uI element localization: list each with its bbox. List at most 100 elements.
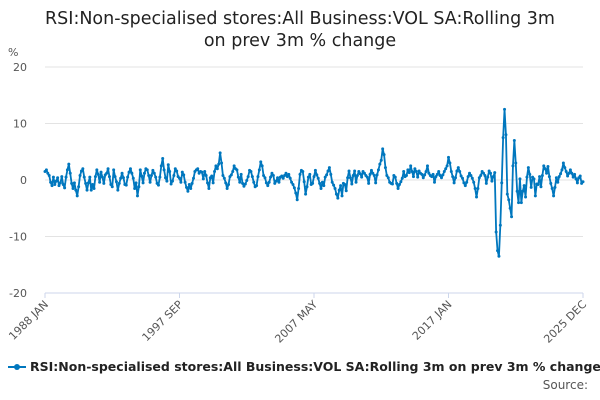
data-point <box>281 176 285 180</box>
data-point <box>570 171 574 175</box>
data-point <box>267 180 271 184</box>
data-point <box>399 180 403 184</box>
data-point <box>514 161 518 165</box>
data-point <box>493 171 497 175</box>
data-point <box>425 164 429 168</box>
data-point <box>462 181 466 185</box>
data-point <box>166 163 170 167</box>
data-point <box>510 215 514 219</box>
data-point <box>536 183 540 187</box>
data-point <box>46 171 50 175</box>
data-point <box>350 182 354 186</box>
data-point <box>245 179 249 183</box>
data-point <box>547 175 551 179</box>
y-tick-label: -20 <box>9 287 27 300</box>
legend[interactable]: RSI:Non-specialised stores:All Business:… <box>8 359 600 374</box>
data-point <box>196 167 200 171</box>
data-point <box>501 136 505 140</box>
data-point <box>61 183 65 187</box>
data-point <box>409 164 413 168</box>
data-point <box>182 173 186 177</box>
data-point <box>67 162 71 166</box>
data-point <box>255 184 259 188</box>
data-point <box>50 184 54 188</box>
data-point <box>232 164 236 168</box>
data-point <box>49 180 53 184</box>
chart-title-line1: RSI:Non-specialised stores:All Business:… <box>45 9 555 29</box>
data-point <box>470 176 474 180</box>
data-point <box>393 175 397 179</box>
data-point <box>201 177 205 181</box>
data-point <box>333 186 337 190</box>
data-point <box>306 175 310 179</box>
data-point <box>141 181 145 185</box>
data-point <box>553 185 557 189</box>
data-point <box>189 186 193 190</box>
data-point <box>539 185 543 189</box>
data-point <box>538 175 542 179</box>
data-point <box>549 181 553 185</box>
data-point <box>447 155 450 159</box>
data-point <box>316 176 320 180</box>
data-point <box>304 192 308 196</box>
data-point <box>112 168 116 172</box>
data-point <box>344 189 348 193</box>
data-point <box>107 175 111 179</box>
data-point <box>93 175 97 179</box>
data-point <box>365 175 369 179</box>
data-point <box>252 180 256 184</box>
data-point <box>126 175 130 179</box>
data-point <box>165 179 169 183</box>
data-point <box>463 184 467 188</box>
data-point <box>225 186 229 190</box>
y-tick-label: 0 <box>20 174 27 187</box>
data-point <box>441 173 445 177</box>
data-point <box>98 180 102 184</box>
data-point <box>566 174 570 178</box>
data-point <box>58 181 62 185</box>
data-point <box>417 169 421 173</box>
data-point <box>434 175 438 179</box>
data-point <box>95 168 99 172</box>
data-point <box>231 170 235 174</box>
data-point <box>439 176 443 180</box>
data-point <box>354 180 358 184</box>
data-point <box>469 173 473 177</box>
data-point <box>521 189 525 193</box>
data-point <box>543 167 547 171</box>
data-point <box>54 179 58 183</box>
data-point <box>507 198 511 202</box>
data-point <box>64 175 68 179</box>
data-point <box>47 173 51 177</box>
data-point <box>504 133 508 137</box>
data-point <box>74 188 78 192</box>
data-point <box>368 172 372 176</box>
data-point <box>270 171 274 175</box>
data-point <box>455 169 459 173</box>
data-point <box>119 176 123 180</box>
data-point <box>496 249 500 253</box>
data-point <box>82 175 86 179</box>
data-point <box>77 185 81 189</box>
data-point <box>413 167 417 171</box>
data-point <box>172 173 176 177</box>
data-point <box>121 176 125 180</box>
data-point <box>138 168 142 172</box>
data-point <box>568 168 572 172</box>
data-point <box>292 186 296 190</box>
data-point <box>347 169 351 173</box>
data-point <box>99 170 103 174</box>
data-point <box>285 175 289 179</box>
data-point <box>468 171 472 175</box>
data-point <box>533 194 537 198</box>
data-point <box>211 181 215 185</box>
data-point <box>323 175 327 179</box>
data-point <box>367 181 371 185</box>
data-point <box>454 176 458 180</box>
data-point <box>420 172 424 176</box>
data-point <box>517 201 521 205</box>
data-point <box>430 175 434 179</box>
data-point <box>227 183 231 187</box>
data-point <box>284 171 288 175</box>
data-point <box>421 176 425 180</box>
